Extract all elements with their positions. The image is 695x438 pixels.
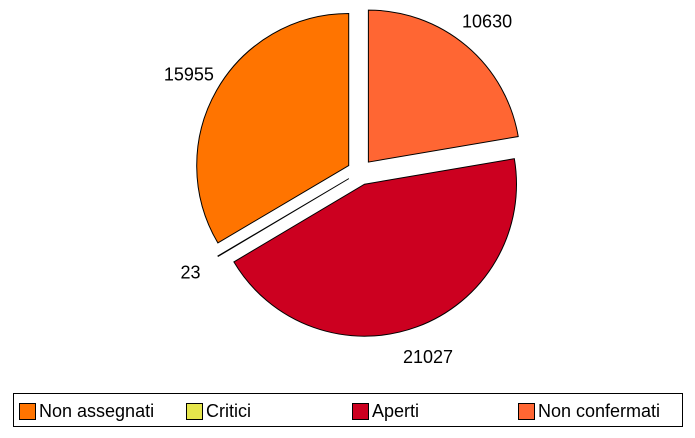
legend-item-critici: Critici bbox=[186, 401, 251, 422]
legend-item-non-confermati: Non confermati bbox=[518, 401, 660, 422]
pie-slice-aperti bbox=[233, 158, 517, 337]
legend: Non assegnati Critici Aperti Non conferm… bbox=[13, 393, 683, 427]
legend-label: Non confermati bbox=[538, 401, 661, 421]
legend-label: Aperti bbox=[372, 401, 420, 421]
data-label: 21027 bbox=[403, 347, 453, 367]
data-label: 23 bbox=[181, 262, 201, 282]
pie-slice-non-assegnati bbox=[196, 13, 350, 244]
legend-label: Non assegnati bbox=[39, 401, 155, 421]
legend-swatch bbox=[19, 403, 36, 420]
pie-chart: 10630 21027 23 15955 bbox=[164, 9, 519, 367]
legend-swatch bbox=[186, 403, 203, 420]
data-label: 15955 bbox=[164, 64, 214, 84]
legend-swatch bbox=[352, 403, 369, 420]
legend-item-aperti: Aperti bbox=[352, 401, 419, 422]
legend-swatch bbox=[518, 403, 535, 420]
data-label: 10630 bbox=[462, 11, 512, 31]
pie-slice-critici bbox=[217, 178, 350, 258]
pie-slice-non-confermati bbox=[367, 9, 519, 163]
legend-item-non-assegnati: Non assegnati bbox=[19, 401, 154, 422]
legend-label: Critici bbox=[206, 401, 251, 421]
